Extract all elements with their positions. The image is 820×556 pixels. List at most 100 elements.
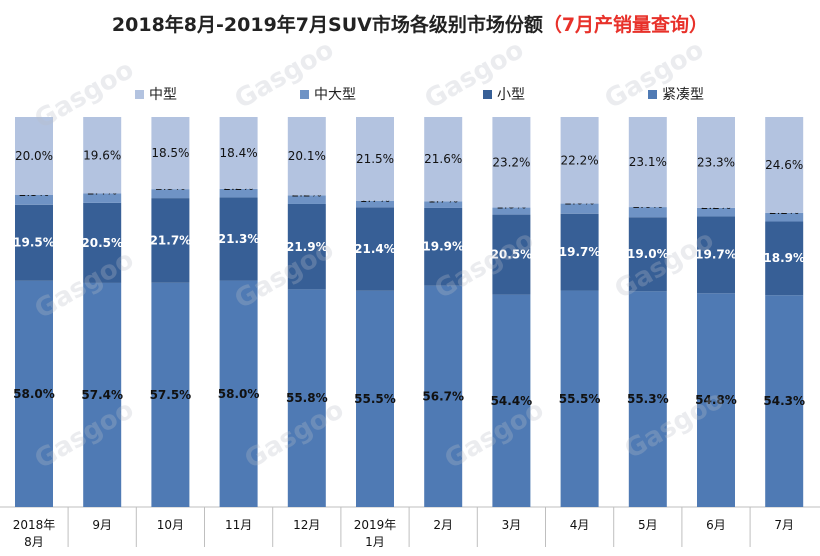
legend-swatch [135, 89, 144, 99]
bar-segment [83, 202, 122, 283]
data-label: 18.9% [763, 251, 805, 265]
data-label: 23.3% [697, 155, 735, 169]
bar-segment [356, 117, 394, 201]
x-tick-label: 9月 [92, 518, 112, 532]
bar-segment [356, 200, 394, 208]
data-label: 18.5% [151, 146, 189, 160]
bar-segment [765, 212, 804, 222]
legend-item: 中型 [135, 84, 177, 104]
legend-item: 紧凑型 [648, 84, 704, 104]
data-label: 21.5% [356, 152, 394, 166]
bar-segment [219, 197, 258, 281]
legend-label: 中型 [149, 87, 177, 103]
bar-segment [628, 217, 667, 292]
chart-title-main: 2018年8月-2019年7月SUV市场各级别市场份额 [111, 14, 543, 36]
x-tick-label: 5月 [638, 518, 658, 532]
legend-item: 小型 [483, 84, 525, 104]
data-label: 19.9% [422, 240, 464, 254]
bar-segment [492, 117, 531, 208]
legend-swatch [648, 89, 657, 99]
chart-title-highlight: （7月产销量查询） [542, 14, 709, 36]
bar-segment [424, 207, 463, 286]
data-label: 56.7% [422, 389, 464, 403]
legend-swatch [300, 89, 309, 99]
bar-segment [15, 117, 53, 195]
bar-segment [492, 207, 531, 215]
bar-segment [697, 207, 735, 217]
bar-segment [424, 285, 463, 507]
data-label: 21.3% [218, 232, 260, 246]
legend-swatch [483, 89, 492, 99]
data-label: 19.7% [559, 245, 601, 259]
data-label: 55.8% [286, 391, 328, 405]
bar-segment [628, 291, 667, 507]
data-label: 19.7% [695, 248, 737, 262]
bar-segment [560, 117, 599, 204]
data-label: 21.4% [354, 242, 396, 256]
data-label: 57.5% [150, 388, 192, 402]
legend: 中型 中大型 小型 紧凑型 [0, 84, 820, 104]
legend-label: 中大型 [314, 87, 356, 103]
bar-segment [628, 207, 667, 218]
bar-segment [697, 117, 735, 208]
data-label: 19.0% [627, 247, 669, 261]
bar-segment [765, 221, 804, 296]
bar-segment [151, 198, 190, 283]
bar-segment [219, 188, 258, 198]
x-tick-label: 2月 [433, 518, 453, 532]
bar-segment [560, 290, 599, 507]
data-label: 58.0% [218, 387, 260, 401]
x-tick-label: 6月 [706, 518, 726, 532]
x-tick-label: 2018年 8月 [13, 518, 56, 549]
bar-segment [219, 280, 258, 507]
data-label: 55.3% [627, 392, 669, 406]
bar-segment [15, 204, 53, 281]
x-tick-label: 11月 [225, 518, 252, 532]
chart-title: 2018年8月-2019年7月SUV市场各级别市场份额（7月产销量查询） [0, 10, 820, 37]
data-label: 20.5% [491, 248, 533, 262]
x-tick-label: 7月 [774, 518, 794, 532]
bar-segment [765, 117, 804, 213]
data-label: 54.4% [491, 394, 533, 408]
data-label: 20.0% [15, 149, 53, 163]
data-label: 19.6% [83, 148, 121, 162]
data-label: 21.6% [424, 152, 462, 166]
bar-segment [560, 213, 599, 291]
bar-segment [560, 203, 599, 214]
bar-segment [765, 295, 804, 507]
data-label: 21.7% [150, 234, 192, 248]
legend-label: 紧凑型 [662, 87, 704, 103]
bar-segment [15, 195, 53, 205]
bar-segment [83, 117, 122, 194]
bar-segment [287, 195, 326, 204]
data-label: 21.9% [286, 240, 328, 254]
bar-segment [492, 294, 531, 507]
data-label: 57.4% [81, 388, 123, 402]
bar-segment [15, 280, 53, 507]
data-label: 20.5% [81, 236, 123, 250]
data-label: 20.1% [288, 149, 326, 163]
bar-segment [697, 293, 735, 507]
bar-segment [151, 189, 190, 199]
data-label: 54.3% [763, 394, 805, 408]
bar-segment [83, 193, 122, 203]
data-label: 54.8% [695, 393, 737, 407]
bar-segment [356, 207, 394, 291]
data-label: 55.5% [354, 392, 396, 406]
data-label: 23.1% [629, 155, 667, 169]
legend-item: 中大型 [300, 84, 356, 104]
data-label: 19.5% [13, 236, 55, 250]
x-tick-label: 3月 [502, 518, 522, 532]
bar-segment [424, 117, 463, 202]
x-tick-label: 2019年 1月 [354, 518, 397, 549]
bar-segment [424, 201, 463, 208]
bar-segment [219, 117, 258, 189]
bar-segment [287, 289, 326, 507]
data-label: 18.4% [220, 146, 258, 160]
x-tick-label: 10月 [157, 518, 184, 532]
legend-label: 小型 [497, 87, 525, 103]
bar-segment [151, 282, 190, 507]
x-tick-label: 4月 [570, 518, 590, 532]
data-label: 23.2% [492, 155, 530, 169]
